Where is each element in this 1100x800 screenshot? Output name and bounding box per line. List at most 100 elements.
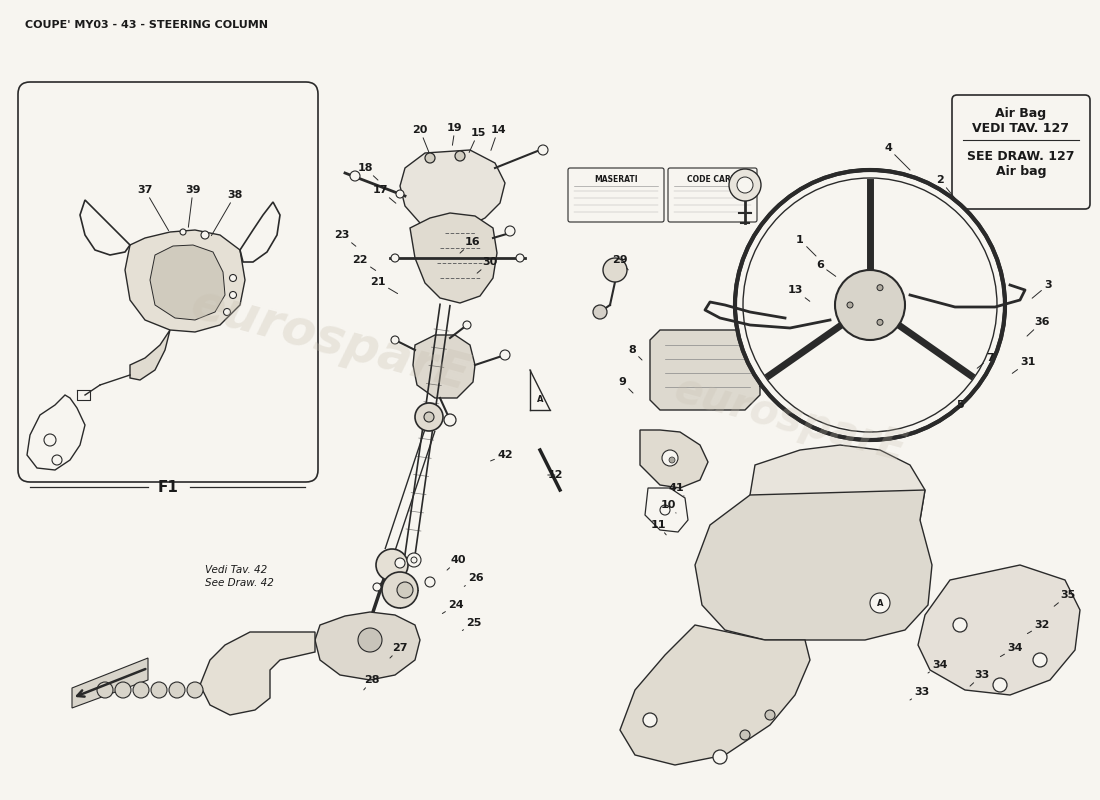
Text: 37: 37 xyxy=(138,185,168,230)
Text: 22: 22 xyxy=(352,255,376,270)
Circle shape xyxy=(713,750,727,764)
Text: A: A xyxy=(877,598,883,607)
Text: See Draw. 42: See Draw. 42 xyxy=(205,578,274,588)
Circle shape xyxy=(993,678,1007,692)
Text: 41: 41 xyxy=(668,483,684,496)
Circle shape xyxy=(660,505,670,515)
Text: eurosparE: eurosparE xyxy=(670,369,911,471)
Text: COUPE' MY03 - 43 - STEERING COLUMN: COUPE' MY03 - 43 - STEERING COLUMN xyxy=(25,20,268,30)
FancyBboxPatch shape xyxy=(952,95,1090,209)
Polygon shape xyxy=(412,335,475,398)
Text: 33: 33 xyxy=(970,670,990,686)
Circle shape xyxy=(350,171,360,181)
Circle shape xyxy=(44,434,56,446)
Text: A: A xyxy=(537,395,543,405)
Circle shape xyxy=(396,190,404,198)
Circle shape xyxy=(376,549,408,581)
Text: 20: 20 xyxy=(412,125,429,153)
Circle shape xyxy=(390,336,399,344)
Text: 2: 2 xyxy=(936,175,956,200)
Circle shape xyxy=(358,628,382,652)
Text: 33: 33 xyxy=(910,687,930,700)
Circle shape xyxy=(870,593,890,613)
Circle shape xyxy=(133,682,148,698)
Polygon shape xyxy=(620,625,810,765)
Circle shape xyxy=(230,274,236,282)
Circle shape xyxy=(201,231,209,239)
Circle shape xyxy=(230,291,236,298)
Circle shape xyxy=(169,682,185,698)
Circle shape xyxy=(593,305,607,319)
Circle shape xyxy=(97,682,113,698)
Circle shape xyxy=(151,682,167,698)
Circle shape xyxy=(390,254,399,262)
Circle shape xyxy=(740,730,750,740)
Polygon shape xyxy=(125,230,245,332)
Text: 39: 39 xyxy=(185,185,200,227)
Circle shape xyxy=(742,178,997,432)
Circle shape xyxy=(373,583,381,591)
Text: 11: 11 xyxy=(650,520,667,535)
Text: 16: 16 xyxy=(460,237,480,253)
Polygon shape xyxy=(918,565,1080,695)
Text: 32: 32 xyxy=(1027,620,1049,634)
Text: 40: 40 xyxy=(447,555,465,570)
Circle shape xyxy=(187,682,204,698)
Circle shape xyxy=(644,713,657,727)
Polygon shape xyxy=(150,245,226,320)
Circle shape xyxy=(382,572,418,608)
Text: F1: F1 xyxy=(157,479,178,494)
Text: VEDI TAV. 127: VEDI TAV. 127 xyxy=(972,122,1069,134)
Circle shape xyxy=(835,270,905,340)
Text: 7: 7 xyxy=(977,353,994,368)
Text: 9: 9 xyxy=(618,377,632,393)
Text: 34: 34 xyxy=(928,660,948,673)
Text: 24: 24 xyxy=(442,600,464,614)
Circle shape xyxy=(764,710,776,720)
FancyBboxPatch shape xyxy=(568,168,664,222)
Circle shape xyxy=(877,285,883,290)
Polygon shape xyxy=(130,330,170,380)
Circle shape xyxy=(444,414,456,426)
Polygon shape xyxy=(200,632,315,715)
Text: 23: 23 xyxy=(334,230,355,246)
Polygon shape xyxy=(750,445,925,560)
Text: 36: 36 xyxy=(1027,317,1049,336)
Circle shape xyxy=(425,153,435,163)
Circle shape xyxy=(463,321,471,329)
Circle shape xyxy=(735,170,1005,440)
FancyBboxPatch shape xyxy=(18,82,318,482)
Circle shape xyxy=(847,302,852,308)
Circle shape xyxy=(397,582,412,598)
Text: 38: 38 xyxy=(211,190,243,235)
Circle shape xyxy=(180,229,186,235)
Text: Vedi Tav. 42: Vedi Tav. 42 xyxy=(205,565,267,575)
Circle shape xyxy=(729,169,761,201)
Polygon shape xyxy=(650,330,760,410)
Text: 14: 14 xyxy=(491,125,506,150)
Circle shape xyxy=(505,226,515,236)
Text: 34: 34 xyxy=(1000,643,1023,657)
Text: 42: 42 xyxy=(491,450,513,461)
Text: 5: 5 xyxy=(947,400,964,416)
Text: 10: 10 xyxy=(660,500,676,513)
Text: 21: 21 xyxy=(371,277,397,294)
Text: 6: 6 xyxy=(816,260,836,276)
Text: 31: 31 xyxy=(1012,357,1036,374)
Text: 28: 28 xyxy=(364,675,380,690)
Text: 3: 3 xyxy=(1032,280,1052,298)
Circle shape xyxy=(425,577,435,587)
Text: 1: 1 xyxy=(796,235,816,256)
FancyBboxPatch shape xyxy=(668,168,757,222)
Circle shape xyxy=(538,145,548,155)
Polygon shape xyxy=(72,658,148,708)
Text: MASERATI: MASERATI xyxy=(594,174,638,183)
Text: 26: 26 xyxy=(464,573,484,586)
Polygon shape xyxy=(640,430,708,488)
Circle shape xyxy=(455,151,465,161)
Text: 30: 30 xyxy=(477,257,497,273)
Text: Air Bag: Air Bag xyxy=(996,107,1046,121)
Circle shape xyxy=(424,412,434,422)
Text: 8: 8 xyxy=(628,345,642,360)
Text: 18: 18 xyxy=(358,163,378,180)
